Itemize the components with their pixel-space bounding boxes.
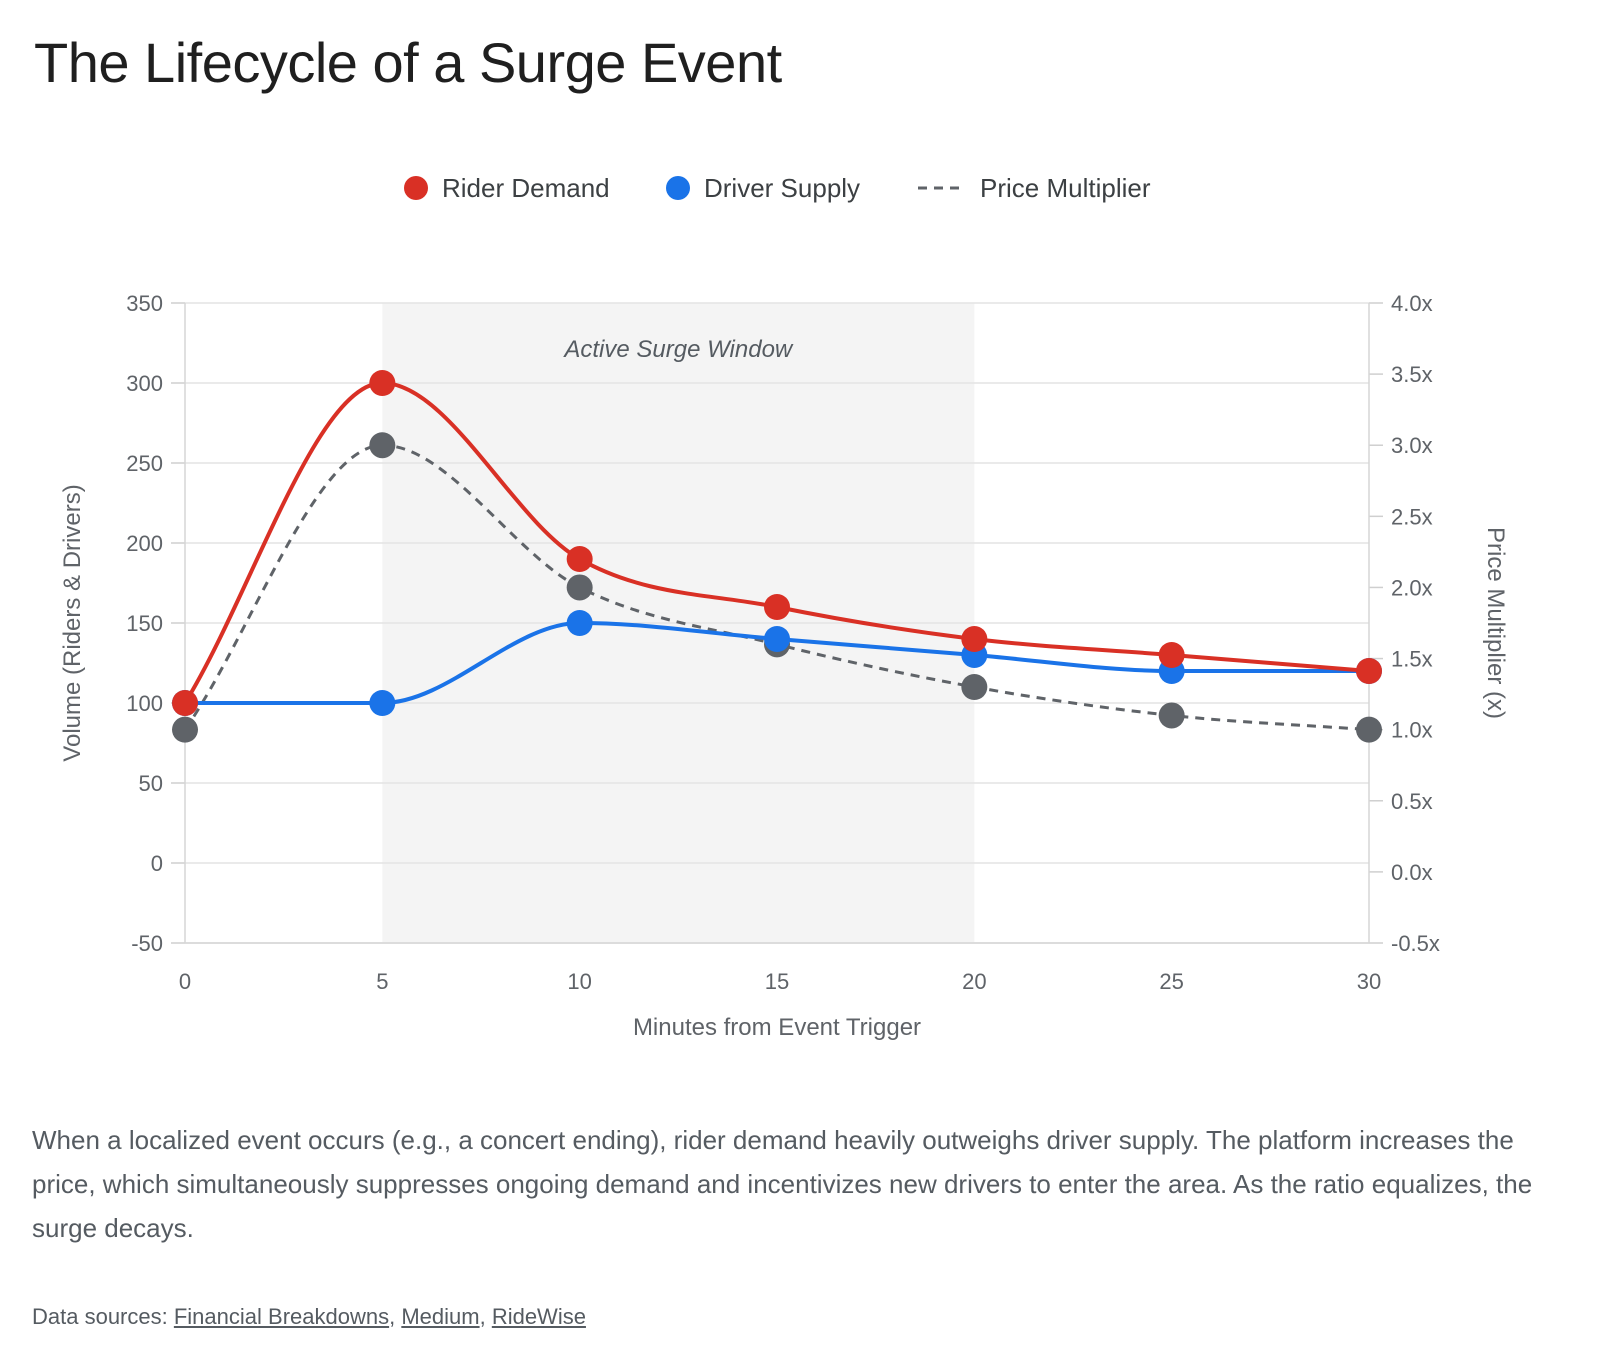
data-point-driver-supply — [369, 690, 396, 716]
data-point-rider-demand — [172, 690, 198, 716]
y-axis-title: Volume (Riders & Drivers) — [59, 484, 86, 761]
series-layer — [172, 370, 1382, 743]
y2-axis-title: Price Multiplier (x) — [1482, 527, 1509, 719]
source-link-ridewise[interactable]: RideWise — [491, 1304, 586, 1329]
legend-swatch-driver-supply — [666, 176, 690, 200]
legend-label-price-multiplier: Price Multiplier — [980, 173, 1151, 203]
data-point-price-multiplier — [369, 432, 396, 459]
y-tick-label: -50 — [131, 931, 163, 956]
y-tick-label: 50 — [139, 771, 163, 796]
surge-window-label: Active Surge Window — [562, 336, 794, 363]
y-tick-label: 150 — [126, 611, 163, 636]
y-tick-label: 300 — [126, 371, 163, 396]
data-point-driver-supply — [764, 626, 790, 652]
x-axis-title: Minutes from Event Trigger — [633, 1014, 921, 1041]
x-tick-label: 25 — [1159, 969, 1183, 994]
surge-chart: Active Surge Window 35030025020015010050… — [59, 173, 1509, 1041]
data-point-rider-demand — [1158, 642, 1185, 668]
legend-label-driver-supply: Driver Supply — [704, 173, 860, 203]
y2-tick-label: 2.0x — [1391, 575, 1433, 600]
legend-label-rider-demand: Rider Demand — [442, 173, 610, 203]
data-point-price-multiplier — [961, 674, 988, 700]
chart-caption: When a localized event occurs (e.g., a c… — [32, 1125, 1533, 1243]
y2-tick-label: 1.0x — [1391, 718, 1433, 743]
x-tick-label: 0 — [179, 969, 191, 994]
y2-tick-label: 0.5x — [1391, 789, 1433, 814]
x-tick-label: 5 — [376, 969, 388, 994]
data-point-price-multiplier — [172, 716, 198, 743]
x-tick-label: 30 — [1357, 969, 1381, 994]
y-tick-label: 200 — [126, 531, 163, 556]
y2-tick-label: 0.0x — [1391, 860, 1433, 885]
data-sources: Data sources: Financial Breakdowns, Medi… — [32, 1304, 586, 1329]
data-point-price-multiplier — [566, 574, 593, 601]
x-tick-label: 15 — [765, 969, 789, 994]
y2-tick-label: 2.5x — [1391, 504, 1433, 529]
page-title: The Lifecycle of a Surge Event — [34, 31, 782, 94]
axis-layer: 350300250200150100500-504.0x3.5x3.0x2.5x… — [59, 291, 1509, 1041]
legend-swatch-rider-demand — [404, 176, 428, 200]
y2-tick-label: -0.5x — [1391, 931, 1440, 956]
y2-tick-label: 1.5x — [1391, 647, 1433, 672]
data-point-rider-demand — [566, 546, 593, 572]
y2-tick-label: 4.0x — [1391, 291, 1433, 316]
data-point-price-multiplier — [1356, 716, 1382, 743]
x-tick-label: 10 — [567, 969, 591, 994]
data-point-rider-demand — [764, 594, 790, 620]
y-tick-label: 350 — [126, 291, 163, 316]
source-link-medium[interactable]: Medium — [401, 1304, 480, 1329]
y-tick-label: 0 — [151, 851, 163, 876]
data-point-driver-supply — [566, 610, 593, 636]
y2-tick-label: 3.5x — [1391, 362, 1433, 387]
data-point-rider-demand — [1356, 658, 1382, 684]
y2-tick-label: 3.0x — [1391, 433, 1433, 458]
data-sources-label: Data sources: — [32, 1304, 168, 1329]
legend: Rider Demand Driver Supply Price Multiplie… — [404, 173, 1151, 203]
source-link-financial-breakdowns[interactable]: Financial Breakdowns — [173, 1304, 390, 1329]
data-point-price-multiplier — [1158, 702, 1185, 729]
x-tick-label: 20 — [962, 969, 986, 994]
data-point-rider-demand — [369, 370, 396, 396]
data-point-rider-demand — [961, 626, 988, 652]
y-tick-label: 250 — [126, 451, 163, 476]
y-tick-label: 100 — [126, 691, 163, 716]
